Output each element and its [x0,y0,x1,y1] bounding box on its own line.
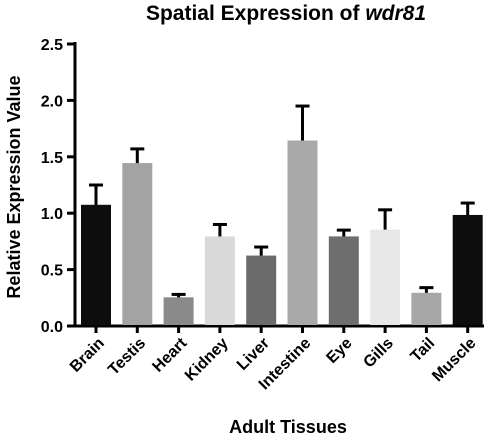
bar-brain [81,204,111,325]
x-tick-label-muscle: Muscle [429,335,479,385]
y-tick-label: 2.0 [41,93,63,110]
bar-intestine [287,140,318,325]
x-tick-label-testis: Testis [105,335,149,379]
x-axis-label: Adult Tissues [229,417,347,437]
x-tick-label-brain: Brain [67,335,108,376]
bar-heart [163,297,194,325]
bar-testis [122,163,153,325]
chart-title: Spatial Expression of wdr81 [146,2,426,25]
y-tick-label: 2.5 [41,37,63,54]
y-tick-label: 0.0 [41,319,63,336]
x-tick-label-kidney: Kidney [182,335,232,385]
bar-tail [411,292,442,325]
y-tick-label: 1.0 [41,206,63,223]
x-tick-label-tail: Tail [408,335,439,366]
chart-title-prefix: Spatial Expression of [146,2,365,25]
bar-kidney [204,236,235,325]
y-tick-label: 1.5 [41,150,63,167]
y-axis-label: Relative Expression Value [4,75,24,298]
x-tick-label-eye: Eye [323,335,355,367]
bar-gills [370,229,401,325]
bar-muscle [452,214,483,325]
y-tick-label: 0.5 [41,263,63,280]
chart-title-gene: wdr81 [365,2,426,25]
bar-liver [246,255,277,325]
x-tick-label-gills: Gills [360,335,397,372]
x-tick-label-liver: Liver [234,335,273,374]
bar-eye [328,236,359,325]
